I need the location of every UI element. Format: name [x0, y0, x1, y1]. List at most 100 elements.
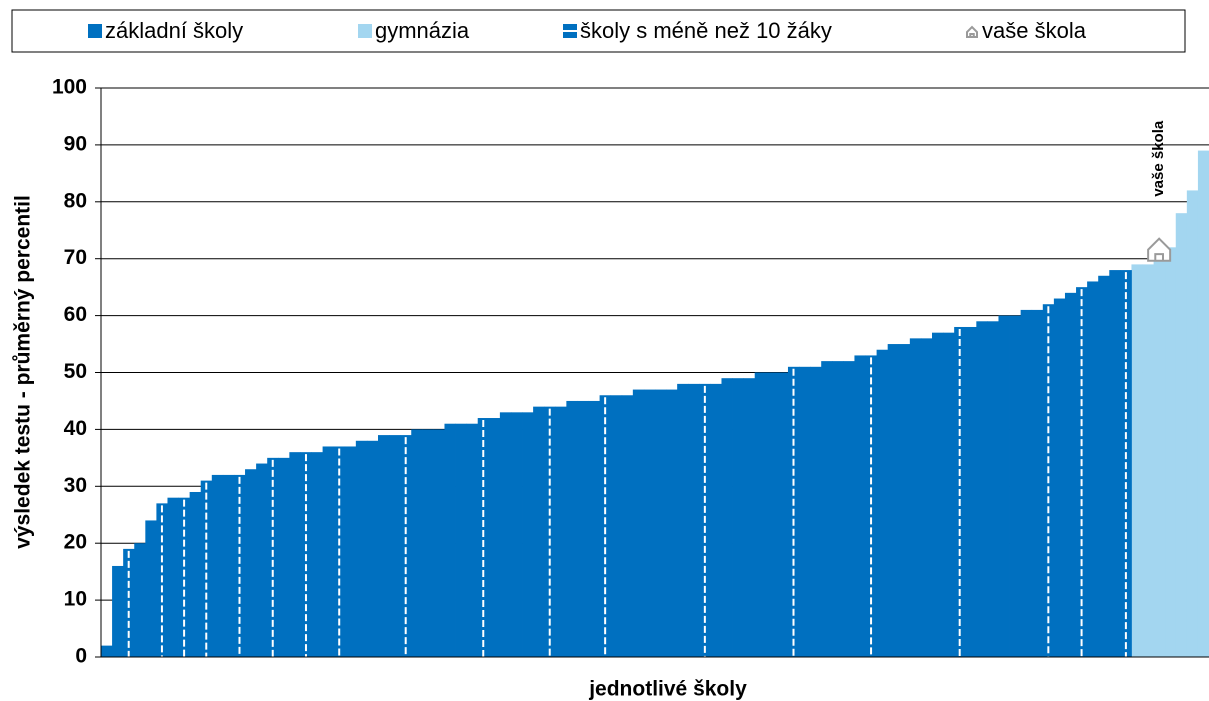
- y-tick-label: 40: [64, 417, 87, 440]
- bar: [754, 372, 767, 657]
- bar: [134, 543, 146, 657]
- y-tick-label: 60: [64, 303, 87, 326]
- x-axis-title: jednotlivé školy: [588, 678, 747, 701]
- bar: [932, 332, 944, 657]
- legend-label: vaše škola: [982, 18, 1087, 43]
- bar: [1098, 275, 1110, 657]
- bar: [411, 429, 423, 657]
- bar: [821, 361, 833, 657]
- bar: [145, 520, 157, 657]
- bar: [1064, 292, 1077, 657]
- bar: [444, 423, 456, 657]
- bar: [1197, 150, 1209, 657]
- bar: [222, 474, 235, 657]
- bar: [178, 497, 191, 657]
- bar: [1087, 281, 1099, 657]
- bar: [1020, 309, 1033, 657]
- bar: [832, 361, 844, 657]
- legend-marker: [358, 24, 372, 38]
- bar: [710, 383, 722, 657]
- bar: [721, 378, 733, 657]
- bar: [289, 452, 301, 657]
- bar: [189, 491, 202, 657]
- y-tick-label: 90: [64, 132, 87, 155]
- bar: [344, 446, 357, 657]
- bar: [112, 565, 124, 657]
- house-marker: [966, 25, 978, 38]
- bar: [433, 429, 445, 657]
- y-tick-label: 70: [64, 246, 87, 269]
- bar: [555, 406, 567, 657]
- legend-box: [11, 9, 1186, 53]
- bar: [499, 412, 512, 657]
- annotation: vaše škola: [1150, 120, 1167, 197]
- bar: [366, 440, 379, 657]
- y-tick-label: 0: [75, 645, 87, 668]
- bar: [378, 435, 390, 657]
- bar: [167, 497, 179, 657]
- bar: [588, 400, 600, 657]
- house-marker: [1147, 237, 1172, 262]
- bar: [211, 474, 224, 657]
- bar: [510, 412, 523, 657]
- bar: [965, 326, 977, 657]
- bar: [987, 321, 999, 657]
- legend-label: školy s méně než 10 žáky: [580, 18, 832, 43]
- bar: [599, 395, 612, 657]
- bar: [267, 457, 279, 657]
- legend-marker: [88, 24, 102, 38]
- bar: [920, 338, 933, 657]
- bar: [655, 389, 667, 657]
- bar: [256, 463, 268, 657]
- bar: [943, 332, 955, 657]
- bar: [1109, 270, 1121, 657]
- bar: [666, 389, 678, 657]
- bar: [854, 355, 866, 657]
- legend-label: základní školy: [105, 18, 243, 43]
- bar: [245, 469, 257, 657]
- y-tick-label: 80: [64, 189, 87, 212]
- bar: [278, 457, 290, 657]
- bar: [488, 418, 501, 657]
- y-tick-label: 30: [64, 474, 87, 497]
- bar: [765, 372, 778, 657]
- bar: [577, 400, 589, 657]
- legend-label: gymnázia: [375, 18, 470, 43]
- y-tick-label: 20: [64, 531, 87, 554]
- bar: [688, 383, 700, 657]
- bar: [643, 389, 656, 657]
- bar: [566, 400, 578, 657]
- bar: [101, 645, 113, 657]
- bar: [311, 452, 323, 657]
- bar: [1153, 258, 1166, 657]
- bar: [1164, 247, 1177, 657]
- bar: [1053, 298, 1066, 657]
- bar: [876, 349, 889, 657]
- bar: [389, 435, 401, 657]
- bar: [1131, 264, 1143, 657]
- bar: [743, 378, 756, 657]
- bar: [422, 429, 434, 657]
- bar: [522, 412, 534, 657]
- bar: [632, 389, 645, 657]
- bar: [677, 383, 689, 657]
- bar: [776, 372, 789, 657]
- bar: [621, 395, 634, 657]
- bar: [400, 435, 412, 657]
- bar: [1009, 315, 1022, 657]
- bar: [610, 395, 623, 657]
- bar: [887, 344, 900, 657]
- bar: [477, 418, 490, 657]
- bar: [998, 315, 1010, 657]
- bar: [355, 440, 368, 657]
- bar: [909, 338, 922, 657]
- bar: [455, 423, 468, 657]
- bar: [843, 361, 855, 657]
- bar: [466, 423, 479, 657]
- bar: [1031, 309, 1044, 657]
- y-tick-label: 10: [64, 588, 87, 611]
- bar: [976, 321, 988, 657]
- bar: [1186, 190, 1199, 658]
- bar: [322, 446, 335, 657]
